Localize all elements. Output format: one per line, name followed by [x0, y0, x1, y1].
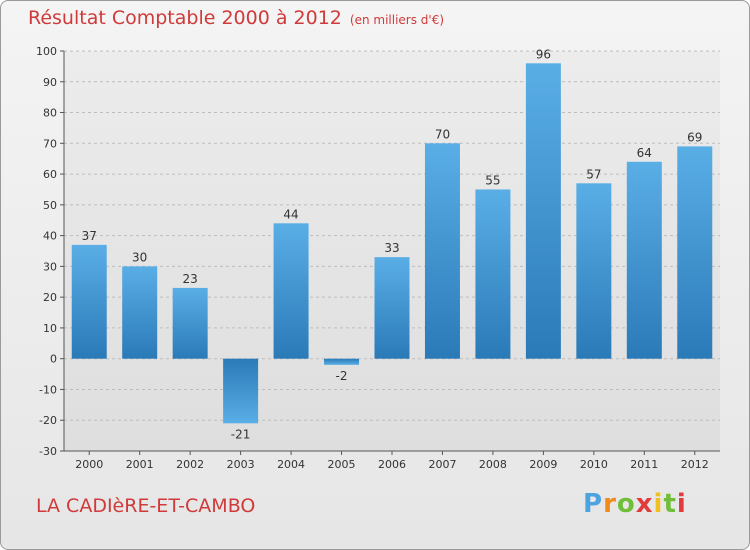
y-tick-label: 0 [50, 353, 57, 366]
bar-2000 [71, 244, 107, 359]
bar-2009 [525, 63, 561, 359]
bar-2005 [324, 358, 360, 365]
y-tick-label: 30 [43, 260, 57, 273]
bar-2006 [374, 257, 410, 359]
bar-2007 [424, 143, 460, 359]
x-tick-label-2000: 2000 [75, 458, 103, 471]
x-tick-label-2011: 2011 [630, 458, 658, 471]
x-tick-label-2004: 2004 [277, 458, 305, 471]
data-label-2000: 37 [82, 229, 97, 243]
y-tick-label: 50 [43, 199, 57, 212]
y-tick-label: 80 [43, 107, 57, 120]
data-label-2006: 33 [384, 241, 399, 255]
data-label-2011: 64 [637, 146, 652, 160]
data-label-2002: 23 [183, 272, 198, 286]
bar-2004 [273, 223, 309, 359]
x-tick-label-2007: 2007 [428, 458, 456, 471]
y-tick-label: 60 [43, 168, 57, 181]
bar-2001 [122, 266, 158, 359]
proxiti-logo: Proxiti [583, 489, 687, 519]
y-tick-label: -10 [39, 383, 57, 396]
data-label-2005: -2 [336, 369, 348, 383]
y-tick-label: 40 [43, 230, 57, 243]
chart-title-text: Résultat Comptable 2000 à 2012 [28, 7, 342, 29]
chart-subtitle: (en milliers d'€) [349, 13, 445, 27]
x-tick-label-2010: 2010 [580, 458, 608, 471]
bar-2002 [172, 287, 208, 359]
x-tick-label-2005: 2005 [328, 458, 356, 471]
x-tick-label-2002: 2002 [176, 458, 204, 471]
y-tick-label: 90 [43, 76, 57, 89]
data-label-2007: 70 [435, 127, 450, 141]
data-label-2003: -21 [231, 427, 251, 441]
x-tick-label-2008: 2008 [479, 458, 507, 471]
x-tick-label-2006: 2006 [378, 458, 406, 471]
data-label-2010: 57 [586, 167, 601, 181]
x-tick-label-2001: 2001 [126, 458, 154, 471]
chart-title: Résultat Comptable 2000 à 2012 (en millie… [28, 7, 444, 29]
commune-name: LA CADIèRE-ET-CAMBO [36, 495, 256, 517]
data-label-2009: 96 [536, 47, 551, 61]
x-tick-label-2012: 2012 [681, 458, 709, 471]
data-label-2004: 44 [283, 207, 298, 221]
y-tick-label: 10 [43, 322, 57, 335]
x-tick-label-2003: 2003 [227, 458, 255, 471]
bar-2010 [576, 183, 612, 359]
y-tick-label: 100 [36, 45, 57, 58]
bar-2008 [475, 189, 511, 359]
data-label-2012: 69 [687, 130, 702, 144]
y-tick-label: -20 [39, 414, 57, 427]
bar-2011 [626, 161, 662, 359]
x-tick-label-2009: 2009 [529, 458, 557, 471]
bar-2003 [223, 358, 259, 424]
y-tick-label: 20 [43, 291, 57, 304]
bar-2012 [677, 146, 713, 359]
data-label-2008: 55 [485, 173, 500, 187]
y-tick-label: 70 [43, 137, 57, 150]
data-label-2001: 30 [132, 250, 147, 264]
y-tick-label: -30 [39, 445, 57, 458]
